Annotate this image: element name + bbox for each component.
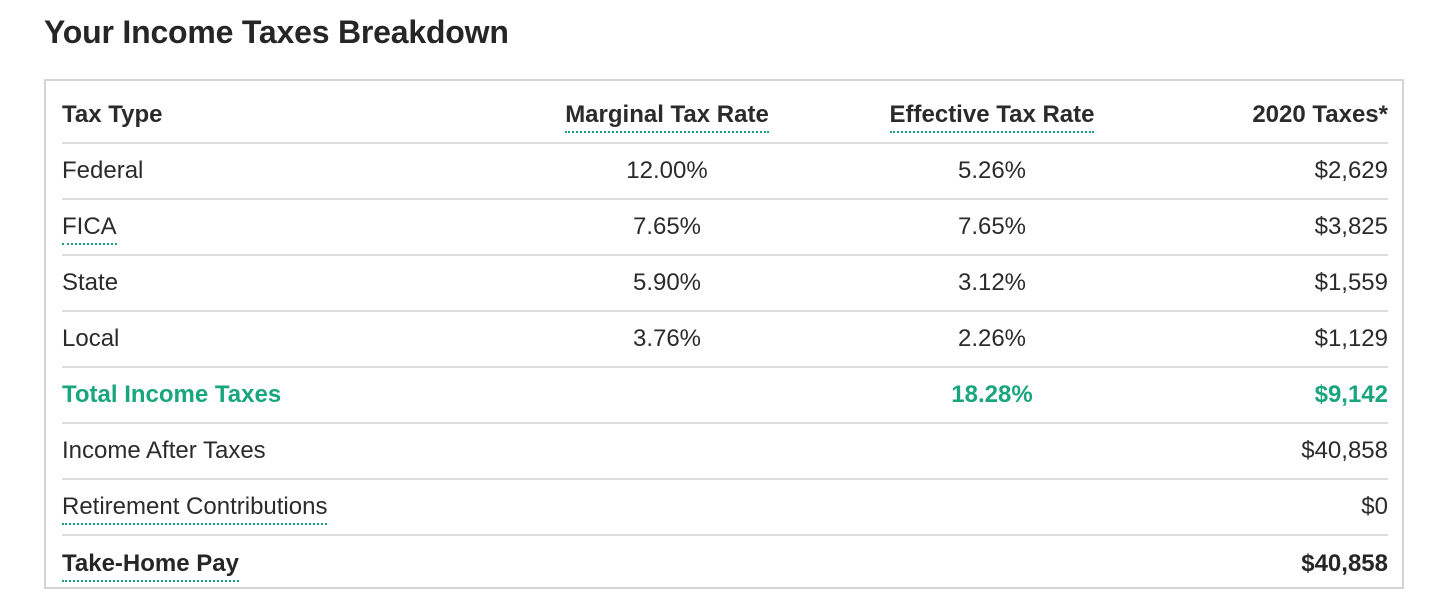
total-taxes: $9,142 — [1182, 367, 1388, 424]
retirement-contributions-tooltip[interactable]: Retirement Contributions — [62, 493, 328, 525]
total-label: Total Income Taxes — [62, 367, 532, 424]
row-marginal-rate: 12.00% — [532, 143, 802, 200]
row-marginal-rate: 3.76% — [532, 311, 802, 368]
header-effective-tax-rate: Effective Tax Rate — [802, 87, 1182, 144]
row-marginal-rate: 7.65% — [532, 199, 802, 256]
empty-cell — [532, 423, 802, 480]
row-tax-type: Local — [62, 311, 532, 368]
table-row-local: Local 3.76% 2.26% $1,129 — [62, 311, 1388, 368]
table-row-state: State 5.90% 3.12% $1,559 — [62, 255, 1388, 312]
row-tax-type: State — [62, 255, 532, 312]
row-taxes: $3,825 — [1182, 199, 1388, 256]
table-row-fica: FICA 7.65% 7.65% $3,825 — [62, 199, 1388, 256]
row-marginal-rate: 5.90% — [532, 255, 802, 312]
table-row-total-income-taxes: Total Income Taxes 18.28% $9,142 — [62, 367, 1388, 424]
header-marginal-tax-rate: Marginal Tax Rate — [532, 87, 802, 144]
table-row-take-home-pay: Take-Home Pay $40,858 — [62, 535, 1388, 591]
empty-cell — [532, 479, 802, 536]
row-effective-rate: 5.26% — [802, 143, 1182, 200]
total-marginal-empty — [532, 367, 802, 424]
row-effective-rate: 2.26% — [802, 311, 1182, 368]
table-row-retirement-contributions: Retirement Contributions $0 — [62, 479, 1388, 536]
total-effective-rate: 18.28% — [802, 367, 1182, 424]
fica-tooltip[interactable]: FICA — [62, 213, 117, 245]
row-tax-type: FICA — [62, 199, 532, 256]
empty-cell — [532, 535, 802, 591]
row-taxes: $1,559 — [1182, 255, 1388, 312]
empty-cell — [802, 535, 1182, 591]
retirement-label: Retirement Contributions — [62, 479, 532, 536]
header-2020-taxes: 2020 Taxes* — [1182, 87, 1388, 144]
row-taxes: $1,129 — [1182, 311, 1388, 368]
table-row-income-after-taxes: Income After Taxes $40,858 — [62, 423, 1388, 480]
retirement-value: $0 — [1182, 479, 1388, 536]
row-effective-rate: 3.12% — [802, 255, 1182, 312]
income-after-taxes-value: $40,858 — [1182, 423, 1388, 480]
effective-tax-rate-tooltip[interactable]: Effective Tax Rate — [889, 100, 1095, 133]
take-home-value: $40,858 — [1301, 549, 1388, 577]
table-header-row: Tax Type Marginal Tax Rate Effective Tax… — [62, 87, 1388, 144]
empty-cell — [802, 479, 1182, 536]
row-taxes: $2,629 — [1182, 143, 1388, 200]
tax-breakdown-table: Tax Type Marginal Tax Rate Effective Tax… — [62, 87, 1388, 591]
header-tax-type: Tax Type — [62, 87, 532, 144]
take-home-label: Take-Home Pay — [62, 535, 532, 591]
empty-cell — [802, 423, 1182, 480]
row-effective-rate: 7.65% — [802, 199, 1182, 256]
tax-breakdown-table-container: Tax Type Marginal Tax Rate Effective Tax… — [44, 79, 1404, 589]
table-row-federal: Federal 12.00% 5.26% $2,629 — [62, 143, 1388, 200]
row-tax-type: Federal — [62, 143, 532, 200]
take-home-pay-tooltip[interactable]: Take-Home Pay — [62, 549, 239, 582]
page-title: Your Income Taxes Breakdown — [44, 14, 509, 50]
marginal-tax-rate-tooltip[interactable]: Marginal Tax Rate — [565, 100, 769, 133]
income-after-taxes-label: Income After Taxes — [62, 423, 532, 480]
